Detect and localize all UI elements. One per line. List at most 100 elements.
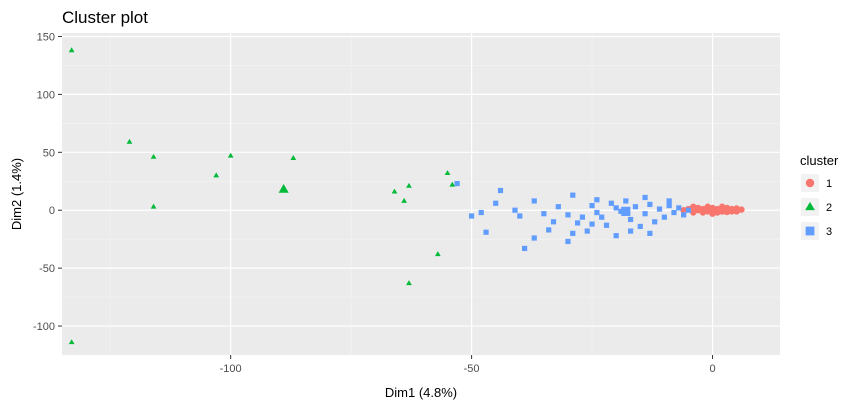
plot-panel (62, 33, 780, 355)
chart-title: Cluster plot (62, 8, 148, 27)
series-cluster-1 (680, 203, 745, 217)
data-point (628, 216, 634, 223)
data-point (599, 214, 605, 220)
data-points (68, 47, 745, 345)
y-axis-title: Dim2 (1.4%) (9, 158, 24, 230)
data-point (628, 228, 634, 234)
data-point (589, 202, 595, 209)
x-axis-title: Dim1 (4.8%) (385, 385, 457, 400)
data-point (584, 228, 590, 234)
data-point (709, 210, 716, 217)
legend-title: cluster (800, 153, 839, 168)
data-point (656, 206, 663, 212)
legend-key (805, 178, 815, 188)
data-point (531, 235, 537, 241)
data-point (637, 223, 643, 230)
data-point (575, 220, 581, 226)
data-point (126, 138, 133, 144)
major-gridlines (62, 33, 780, 355)
data-point (150, 203, 157, 209)
data-point (642, 211, 648, 217)
data-point (704, 203, 711, 210)
cluster-centroid (621, 206, 631, 216)
data-point (608, 200, 614, 206)
data-point (522, 245, 528, 252)
y-tick-label: -100 (33, 321, 55, 333)
legend-label: 2 (826, 202, 832, 214)
y-axis-ticks: -100 -50 0 50 100 150 (33, 31, 62, 333)
x-tick-label: -50 (464, 363, 480, 375)
y-tick-label: 150 (37, 31, 55, 43)
data-point (435, 251, 441, 257)
data-point (594, 197, 600, 203)
data-point (483, 229, 489, 235)
data-point (661, 214, 667, 220)
data-point (647, 230, 653, 236)
data-point (690, 209, 697, 216)
data-point (546, 227, 552, 233)
data-point (391, 188, 398, 194)
data-point (666, 202, 672, 209)
data-point (406, 280, 412, 286)
data-point (642, 194, 648, 201)
data-point (681, 212, 687, 218)
data-point (589, 221, 595, 227)
data-point (478, 209, 484, 216)
data-point (565, 238, 571, 245)
x-axis-ticks: -100 -50 0 (220, 355, 716, 375)
legend-item-3: 3 (801, 222, 832, 240)
data-point (647, 201, 653, 208)
data-point (680, 207, 687, 214)
data-point (666, 198, 672, 204)
data-point (570, 192, 576, 198)
data-point (493, 200, 499, 206)
legend-key (805, 201, 815, 211)
legend-label: 1 (826, 178, 832, 190)
y-tick-label: 0 (49, 205, 55, 217)
data-point (497, 187, 504, 194)
data-point (68, 339, 75, 345)
legend-key (805, 226, 815, 236)
data-point (652, 219, 658, 225)
data-point (676, 205, 682, 211)
legend: cluster 1 2 3 (800, 153, 839, 240)
data-point (613, 233, 619, 239)
data-point (613, 205, 619, 211)
x-tick-label: 0 (709, 363, 715, 375)
data-point (541, 211, 547, 217)
data-point (517, 213, 523, 219)
data-point (594, 209, 600, 216)
data-point (738, 206, 745, 213)
legend-item-1: 1 (801, 174, 832, 192)
legend-item-2: 2 (801, 198, 832, 216)
minor-gridlines (62, 33, 780, 356)
data-point (555, 204, 561, 210)
data-point (570, 230, 576, 236)
data-point (603, 222, 610, 228)
cluster-centroid (717, 205, 727, 215)
data-point (550, 219, 557, 225)
data-point (699, 207, 707, 214)
data-point (468, 213, 475, 219)
data-point (401, 197, 407, 203)
data-point (690, 203, 697, 210)
legend-label: 3 (826, 226, 832, 238)
data-point (406, 182, 412, 188)
data-point (728, 207, 736, 214)
data-point (213, 172, 220, 178)
data-point (150, 153, 157, 159)
data-point (733, 208, 740, 215)
data-point (512, 207, 518, 213)
data-point (623, 198, 629, 204)
data-point (704, 208, 711, 215)
data-point (290, 155, 297, 160)
x-tick-label: -100 (220, 363, 242, 375)
data-point (579, 214, 586, 220)
data-point (444, 170, 451, 176)
data-point (685, 207, 692, 213)
cluster-centroid (278, 183, 289, 193)
data-point (449, 181, 456, 187)
y-tick-label: 100 (37, 89, 55, 101)
y-tick-label: -50 (39, 263, 55, 275)
data-point (671, 209, 677, 216)
